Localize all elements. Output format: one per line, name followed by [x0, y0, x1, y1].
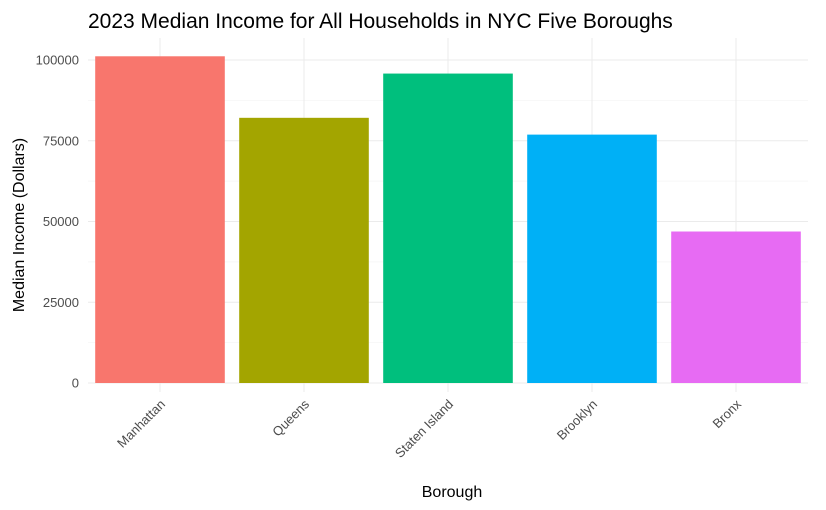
bars	[95, 56, 801, 384]
y-axis-tick-labels: 0 25000 50000 75000 100000	[36, 53, 79, 391]
x-tick-label: Staten Island	[392, 397, 456, 461]
x-tick-label: Brooklyn	[554, 397, 600, 443]
y-tick-label: 100000	[36, 53, 79, 68]
y-tick-label: 0	[72, 376, 79, 391]
y-tick-label: 50000	[43, 214, 79, 229]
bar-staten-island	[383, 73, 513, 383]
bar-bronx	[671, 231, 801, 383]
bar-manhattan	[95, 56, 225, 384]
x-axis-tick-labels: Manhattan Queens Staten Island Brooklyn Bron…	[114, 396, 744, 461]
x-tick-label: Bronx	[709, 396, 744, 431]
y-tick-label: 75000	[43, 133, 79, 148]
bar-brooklyn	[527, 134, 657, 383]
chart-title: 2023 Median Income for All Households in…	[88, 10, 673, 33]
y-tick-label: 25000	[43, 295, 79, 310]
y-axis-title: Median Income (Dollars)	[11, 138, 28, 312]
x-tick-label: Queens	[269, 396, 312, 439]
bar-queens	[239, 117, 369, 383]
x-axis-title: Borough	[422, 484, 483, 501]
x-tick-label: Manhattan	[114, 397, 168, 451]
